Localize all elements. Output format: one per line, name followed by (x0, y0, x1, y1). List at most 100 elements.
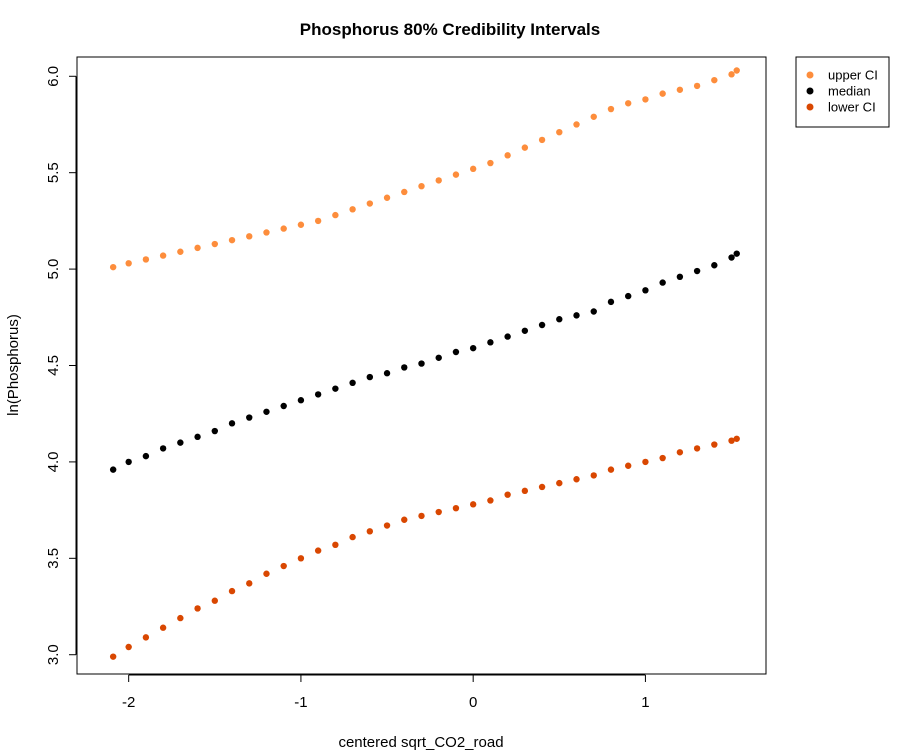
point-lower-ci (109, 653, 117, 660)
point-upper-ci (366, 200, 374, 207)
point-median (573, 312, 580, 319)
y-tick-label: 3.5 (45, 548, 62, 569)
legend-label: lower CI (828, 100, 876, 115)
point-median (556, 316, 563, 323)
point-upper-ci (556, 129, 563, 136)
point-median (246, 414, 253, 421)
point-lower-ci (314, 547, 322, 554)
point-upper-ci (538, 136, 546, 144)
point-lower-ci (711, 441, 718, 448)
point-median (435, 354, 442, 361)
y-axis: 3.0 3.5 4.0 4.5 5.0 5.5 6.0 (45, 66, 77, 665)
point-upper-ci (142, 256, 150, 263)
chart-title: Phosphorus 80% Credibility Intervals (300, 20, 600, 39)
point-lower-ci (487, 497, 494, 504)
legend-marker (806, 103, 814, 111)
point-median (211, 427, 218, 435)
point-lower-ci (693, 445, 701, 452)
point-median (125, 458, 132, 466)
point-median (194, 433, 201, 441)
point-upper-ci (659, 90, 666, 97)
point-upper-ci (159, 252, 167, 259)
point-lower-ci (676, 449, 684, 456)
point-lower-ci (211, 597, 218, 604)
point-lower-ci (142, 634, 150, 641)
point-upper-ci (109, 263, 117, 271)
point-upper-ci (711, 76, 718, 84)
point-upper-ci (177, 248, 184, 255)
point-lower-ci (728, 437, 735, 444)
point-lower-ci (418, 512, 425, 520)
point-median (452, 348, 460, 356)
point-lower-ci (177, 614, 184, 622)
point-upper-ci (590, 113, 597, 120)
point-median (659, 279, 666, 286)
point-upper-ci (314, 217, 322, 225)
point-median (401, 364, 408, 371)
point-median (676, 273, 684, 281)
point-median (349, 379, 356, 387)
y-tick-label: 5.0 (45, 259, 62, 280)
point-median (469, 344, 477, 352)
point-upper-ci (332, 211, 339, 219)
point-lower-ci (590, 472, 597, 479)
point-lower-ci (332, 541, 339, 549)
point-upper-ci (194, 244, 201, 252)
point-median (607, 298, 615, 306)
point-median (728, 254, 735, 261)
point-upper-ci (573, 121, 580, 128)
point-upper-ci (693, 82, 701, 90)
legend-marker (806, 71, 814, 79)
point-median (297, 397, 305, 404)
y-tick-label: 6.0 (45, 66, 62, 87)
point-upper-ci (418, 182, 425, 190)
x-tick-label: 1 (641, 694, 649, 711)
point-lower-ci (159, 624, 167, 631)
point-median (332, 385, 339, 392)
point-median (159, 445, 167, 452)
point-lower-ci (228, 587, 236, 595)
point-upper-ci (263, 229, 270, 236)
point-upper-ci (487, 159, 494, 167)
point-median (366, 373, 374, 381)
point-upper-ci (504, 152, 511, 159)
point-median (177, 439, 184, 446)
point-upper-ci (246, 233, 253, 240)
point-upper-ci (383, 194, 391, 201)
x-tick-label: -2 (122, 694, 135, 711)
point-median (590, 308, 597, 315)
point-median (109, 466, 117, 473)
point-upper-ci (349, 206, 356, 213)
point-median (693, 267, 701, 275)
point-lower-ci (263, 570, 270, 577)
plot-area-border (76, 56, 767, 675)
point-lower-ci (383, 522, 391, 529)
point-median (504, 333, 511, 340)
x-axis: -2 -1 0 1 (122, 674, 650, 711)
point-lower-ci (642, 458, 649, 466)
point-upper-ci (297, 221, 305, 228)
y-tick-label: 5.5 (45, 162, 62, 183)
point-lower-ci (659, 454, 666, 462)
point-upper-ci (435, 177, 442, 184)
y-tick-label: 4.0 (45, 451, 62, 472)
point-lower-ci (625, 462, 632, 469)
point-median (383, 370, 391, 377)
point-upper-ci (401, 188, 408, 196)
point-lower-ci (556, 479, 563, 487)
point-lower-ci (435, 508, 442, 516)
point-lower-ci (349, 533, 356, 541)
point-lower-ci (538, 483, 546, 491)
point-median (538, 321, 546, 329)
point-median (263, 408, 270, 415)
point-upper-ci (676, 86, 684, 93)
point-upper-ci (211, 240, 218, 248)
point-lower-ci (246, 580, 253, 587)
x-tick-label: -1 (294, 694, 307, 711)
point-upper-ci (733, 67, 740, 74)
point-median (418, 360, 425, 367)
point-median (625, 292, 632, 300)
data-points (109, 67, 740, 660)
